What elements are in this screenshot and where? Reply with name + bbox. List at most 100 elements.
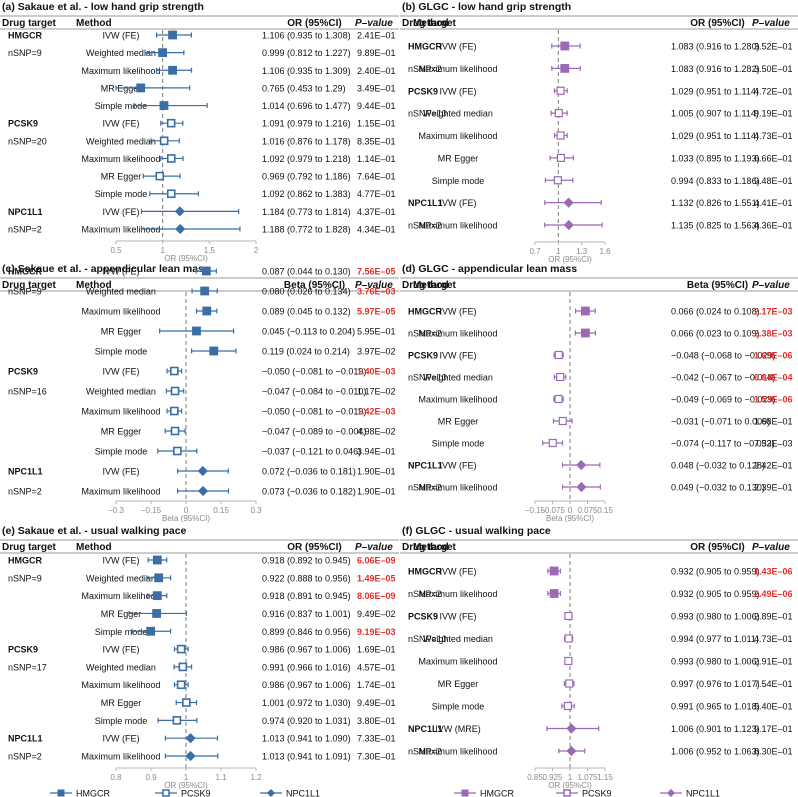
forest-row: Simple mode 1.014 (0.696 to 1.477) 9.44E–0…	[95, 101, 396, 111]
x-tick-label: 0.8	[110, 773, 122, 782]
estimate-ci-text: 1.106 (0.935 to 1.309)	[262, 66, 351, 76]
drug-target-label: PCSK9	[8, 645, 38, 655]
p-value-significant: 1.53E–06	[754, 395, 793, 405]
point-marker	[581, 306, 590, 316]
point-marker	[146, 626, 156, 636]
x-tick-label: 0.7	[529, 247, 541, 256]
estimate-ci-text: 0.066 (0.024 to 0.108)	[671, 307, 760, 317]
method-label: IVW (FE)	[103, 367, 140, 377]
x-tick-label: 1.3	[576, 247, 588, 256]
forest-row: HMGCR IVW (FE) 0.087 (0.044 to 0.130) 7.56E…	[8, 267, 396, 277]
estimate-ci-text: 0.073 (−0.036 to 0.182)	[262, 487, 356, 497]
point-marker	[576, 481, 587, 493]
method-label: Maximum likelihood	[418, 131, 497, 141]
forest-row: Maximum likelihood −0.050 (−0.081 to −0.0…	[81, 407, 395, 417]
method-label: Maximum likelihood	[418, 221, 497, 231]
point-marker	[170, 426, 180, 436]
drug-target-label: NPC1L1	[8, 207, 43, 217]
estimate-ci-text: −0.050 (−0.081 to −0.019)	[262, 407, 366, 417]
drug-target-label: NPC1L1	[8, 734, 43, 744]
method-label: Maximum likelihood	[81, 752, 160, 762]
method-label: Weighted median	[86, 287, 156, 297]
forest-row: MR Egger 0.916 (0.837 to 1.001) 9.49E–02	[101, 609, 396, 619]
header-drug-target: Drug target	[2, 542, 57, 553]
forest-row: Maximum likelihood 0.993 (0.980 to 1.006)…	[418, 657, 792, 667]
forest-row: Simple mode 0.119 (0.024 to 0.214) 3.97E–0…	[95, 347, 396, 357]
point-marker	[170, 406, 179, 416]
point-marker	[158, 48, 167, 58]
point-marker	[154, 573, 164, 583]
estimate-ci-text: 0.089 (0.045 to 0.132)	[262, 307, 351, 317]
point-marker	[566, 745, 577, 757]
estimate-ci-text: 0.918 (0.891 to 0.945)	[262, 591, 351, 601]
p-value: 4.37E–01	[357, 207, 396, 217]
drug-target-label: PCSK9	[408, 351, 438, 361]
p-value-significant: 3.76E–03	[357, 287, 396, 297]
p-value: 4.73E–01	[754, 131, 793, 141]
x-tick-label: 1	[160, 246, 165, 255]
method-label: Maximum likelihood	[418, 747, 497, 757]
estimate-ci-text: 1.033 (0.895 to 1.193)	[671, 153, 760, 163]
legend-marker	[461, 789, 469, 797]
forest-row: MR Egger 0.969 (0.792 to 1.186) 7.64E–01	[101, 172, 396, 182]
forest-row: PCSK9 IVW (FE) −0.050 (−0.081 to −0.019)1.…	[8, 367, 396, 377]
point-marker	[173, 446, 182, 456]
point-marker	[168, 30, 177, 40]
legend-marker	[267, 789, 275, 797]
p-value: 7.53E–03	[754, 439, 793, 449]
p-value-significant: 2.17E–03	[754, 307, 793, 317]
point-marker	[554, 350, 563, 360]
snp-count-label: nSNP=10	[408, 634, 447, 644]
snp-count-label: nSNP=9	[8, 48, 42, 58]
point-marker	[563, 701, 573, 711]
forest-row: nSNP=2 Maximum likelihood 0.073 (−0.036 to…	[8, 485, 396, 497]
method-label: IVW (FE)	[103, 556, 140, 566]
p-value-significant: 2.49E–06	[754, 589, 793, 599]
point-marker	[197, 465, 208, 477]
point-marker	[553, 176, 562, 185]
panel-e: (e) Sakaue et al. - usual walking pace Dr…	[0, 525, 399, 790]
point-marker	[209, 346, 219, 356]
method-label: MR Egger	[438, 153, 479, 163]
forest-row: Maximum likelihood −0.049 (−0.069 to −0.0…	[418, 395, 792, 405]
method-label: MR Egger	[101, 609, 142, 619]
header-estimate: OR (95%CI)	[287, 542, 341, 553]
estimate-ci-text: −0.047 (−0.089 to −0.004)	[262, 427, 366, 437]
x-axis-label: Beta (95%CI)	[162, 514, 210, 523]
estimate-ci-text: −0.048 (−0.068 to −0.029)	[671, 351, 775, 361]
snp-count-label: nSNP=20	[8, 136, 47, 146]
point-marker	[197, 485, 209, 497]
point-marker	[152, 555, 162, 565]
estimate-ci-text: 1.006 (0.952 to 1.063)	[671, 747, 760, 757]
forest-row: MR Egger −0.047 (−0.089 to −0.004)4.98E–0…	[101, 427, 396, 437]
point-marker	[564, 634, 573, 643]
forest-row: Maximum likelihood 1.092 (0.979 to 1.218)…	[81, 154, 395, 164]
estimate-ci-text: 1.029 (0.951 to 1.114)	[671, 131, 759, 141]
p-value: 9.49E–02	[357, 609, 396, 619]
p-value: 1.69E–01	[357, 645, 396, 655]
point-marker	[201, 266, 211, 276]
x-tick-label: 0.925	[542, 773, 563, 782]
p-value: 4.72E–01	[754, 86, 793, 96]
forest-row: NPC1L1 IVW (FE) 1.184 (0.773 to 1.814) 4.37…	[8, 206, 396, 217]
panel-d: (d) GLGC - appendicular lean mass Drug ta…	[400, 263, 798, 523]
p-value-significant: 8.06E–09	[357, 591, 396, 601]
p-value: 9.44E–01	[357, 101, 396, 111]
method-label: Weighted median	[423, 373, 493, 383]
panel-c: (c) Sakaue et al. - appendicular lean ma…	[0, 263, 399, 523]
method-label: Maximum likelihood	[81, 225, 160, 235]
forest-row: Maximum likelihood 1.029 (0.951 to 1.114)…	[418, 131, 792, 141]
p-value: 5.40E–01	[754, 702, 793, 712]
panel-a: (a) Sakaue et al. - low hand grip streng…	[0, 1, 399, 263]
x-tick-label: −0.075	[540, 506, 565, 515]
point-marker	[166, 154, 176, 163]
x-tick-label: 0.3	[250, 506, 262, 515]
method-label: IVW (FE)	[440, 612, 477, 622]
p-value: 3.49E–01	[357, 83, 396, 93]
